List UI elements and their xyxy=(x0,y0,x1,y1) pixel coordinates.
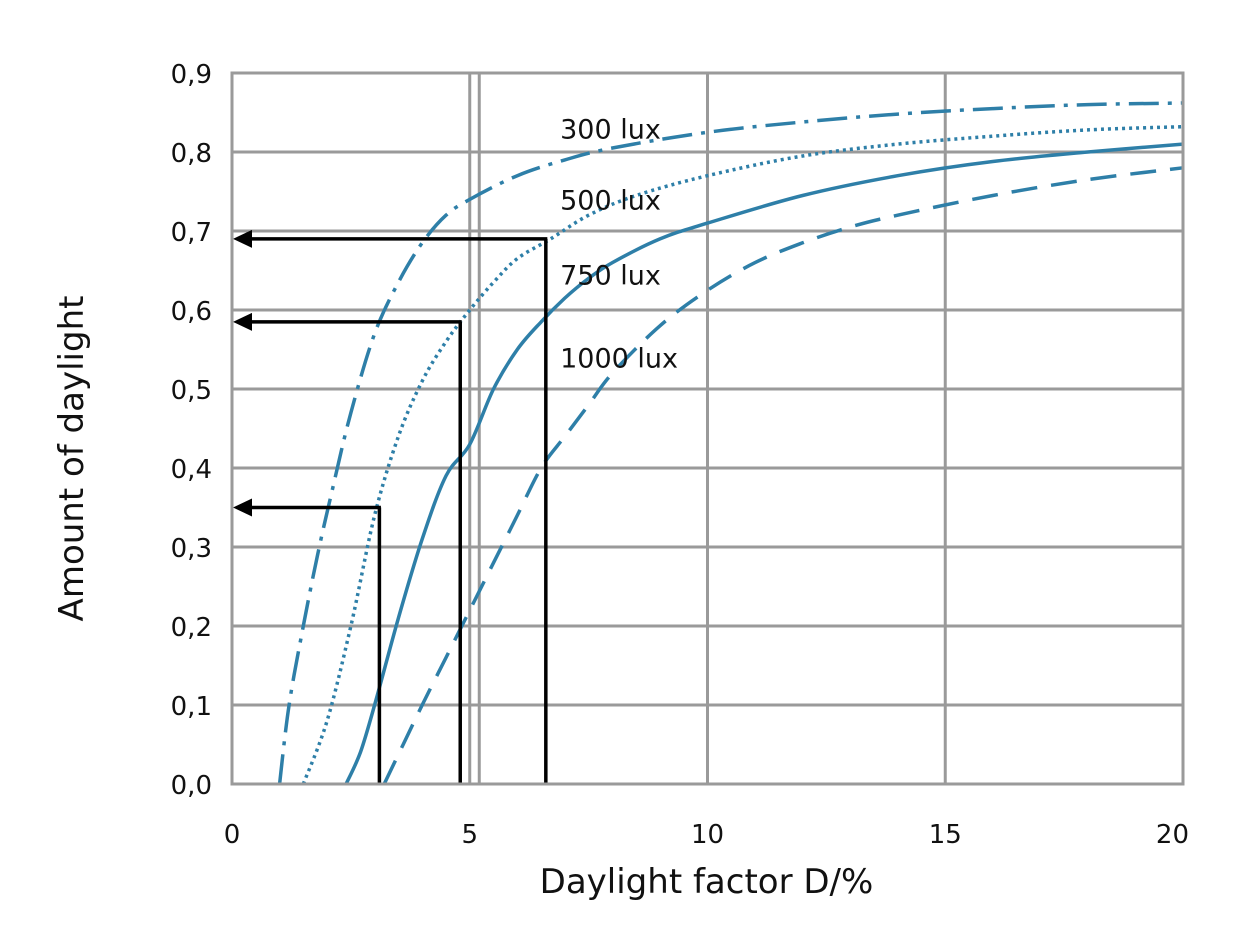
grid xyxy=(230,71,1185,786)
arrow-head-icon xyxy=(233,498,252,517)
y-tick-label: 0,2 xyxy=(171,613,212,643)
series-labels: 300 lux 500 lux 750 lux 1000 lux xyxy=(560,114,678,374)
plot-frame xyxy=(230,71,1185,786)
y-tick-label: 0,7 xyxy=(171,218,212,248)
y-tick-label: 0,1 xyxy=(171,692,212,722)
series-label: 1000 lux xyxy=(560,343,678,374)
y-tick-label: 0,8 xyxy=(171,139,212,169)
x-tick-label: 15 xyxy=(929,820,962,850)
y-axis-title: Amount of daylight xyxy=(52,296,92,622)
y-tick-label: 0,0 xyxy=(171,771,212,801)
series-label: 300 lux xyxy=(560,114,661,145)
x-axis-title: Daylight factor D/% xyxy=(540,862,874,902)
arrow-head-icon xyxy=(233,229,252,248)
y-tick-label: 0,5 xyxy=(171,376,212,406)
y-tick-label: 0,6 xyxy=(171,297,212,327)
tick-labels: 0,0 0,1 0,2 0,3 0,4 0,5 0,6 0,7 0,8 0,9 0 5 10 15 20 xyxy=(171,60,1189,850)
x-tick-label: 20 xyxy=(1156,820,1189,850)
series-line xyxy=(277,101,1184,785)
series-line xyxy=(344,142,1184,785)
reference-arrows xyxy=(233,229,548,784)
x-tick-label: 5 xyxy=(461,820,478,850)
y-tick-label: 0,3 xyxy=(171,534,212,564)
series-label: 500 lux xyxy=(560,185,661,216)
y-tick-label: 0,9 xyxy=(171,60,212,90)
series-label: 750 lux xyxy=(560,260,661,291)
series-line xyxy=(301,124,1184,785)
y-tick-label: 0,4 xyxy=(171,455,212,485)
x-tick-label: 0 xyxy=(224,820,241,850)
series-lines xyxy=(277,101,1184,785)
series-line xyxy=(382,166,1184,785)
x-tick-label: 10 xyxy=(691,820,724,850)
arrow-head-icon xyxy=(233,312,252,331)
